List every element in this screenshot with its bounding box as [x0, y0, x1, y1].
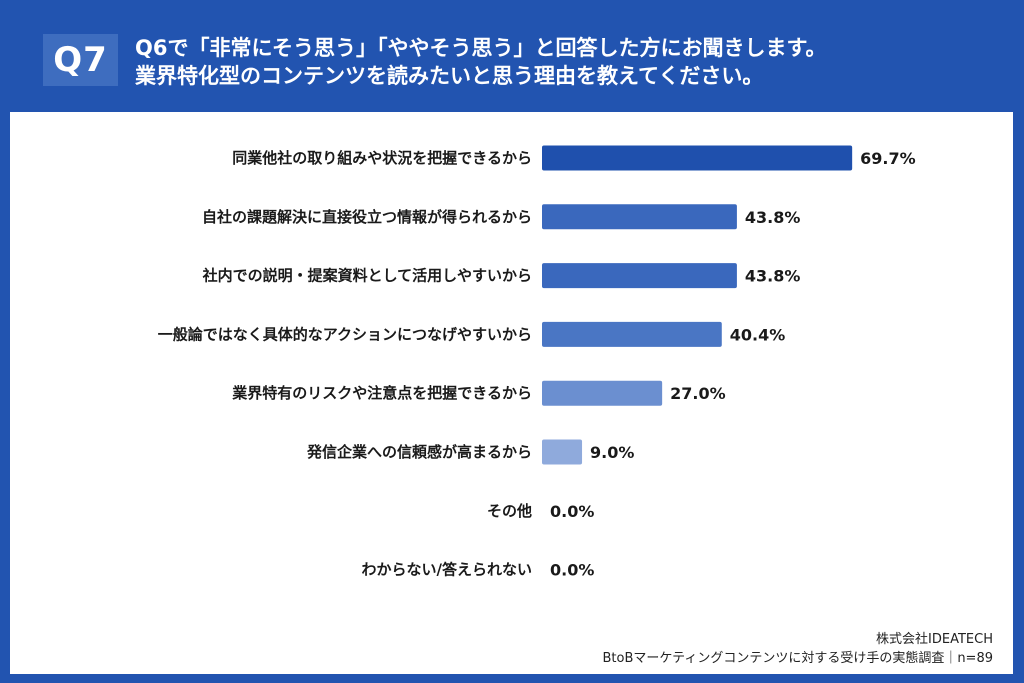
question-title-line1: Q6で「非常にそう思う」「ややそう思う」と回答した方にお聞きします。	[135, 36, 827, 60]
value-label: 9.0%	[590, 443, 634, 462]
bar	[542, 263, 737, 289]
bar-row: 発信企業への信頼感が高まるから 9.0%	[306, 439, 634, 465]
bar-row: 自社の課題解決に直接役立つ情報が得られるから 43.8%	[202, 204, 801, 230]
value-label: 69.7%	[860, 149, 916, 168]
chart-panel: 同業他社の取り組みや状況を把握できるから 69.7% 自社の課題解決に直接役立つ情報…	[10, 112, 1013, 674]
category-label: 社内での説明・提案資料として活用しやすいから	[202, 267, 532, 285]
bar	[542, 204, 737, 230]
bar-row: 一般論ではなく具体的なアクションにつなげやすいから 40.4%	[158, 321, 786, 347]
value-label: 43.8%	[745, 208, 801, 227]
category-label: 自社の課題解決に直接役立つ情報が得られるから	[202, 208, 532, 226]
company-name: 株式会社IDEATECH	[876, 632, 993, 647]
category-label: その他	[487, 502, 532, 520]
value-label: 27.0%	[670, 384, 726, 403]
category-label: わからない/答えられない	[362, 561, 532, 579]
bar-row: 同業他社の取り組みや状況を把握できるから 69.7%	[232, 145, 916, 171]
bar-row: 業界特有のリスクや注意点を把握できるから 27.0%	[231, 380, 726, 406]
category-label: 一般論ではなく具体的なアクションにつなげやすいから	[158, 325, 532, 343]
bar-chart: 同業他社の取り組みや状況を把握できるから 69.7% 自社の課題解決に直接役立つ情報…	[158, 145, 916, 580]
value-label: 0.0%	[550, 502, 594, 521]
value-label: 43.8%	[745, 267, 801, 286]
bar	[542, 380, 663, 406]
header: Q7 Q6で「非常にそう思う」「ややそう思う」と回答した方にお聞きします。 業界…	[0, 0, 1024, 112]
source-footer: 株式会社IDEATECH BtoBマーケティングコンテンツに対する受け手の実態調…	[602, 630, 993, 668]
survey-caption: BtoBマーケティングコンテンツに対する受け手の実態調査｜n=89	[602, 651, 993, 666]
bar-row: 社内での説明・提案資料として活用しやすいから 43.8%	[202, 263, 801, 289]
bar	[542, 439, 583, 465]
bar	[542, 145, 853, 171]
question-title: Q6で「非常にそう思う」「ややそう思う」と回答した方にお聞きします。 業界特化型…	[135, 34, 826, 90]
value-label: 40.4%	[730, 325, 786, 344]
bar	[542, 321, 722, 347]
question-badge: Q7	[43, 34, 118, 86]
category-label: 発信企業への信頼感が高まるから	[306, 443, 532, 461]
category-label: 同業他社の取り組みや状況を把握できるから	[232, 149, 532, 167]
category-label: 業界特有のリスクや注意点を把握できるから	[231, 384, 532, 402]
question-title-line2: 業界特化型のコンテンツを読みたいと思う理由を教えてください。	[135, 64, 764, 88]
bar-row: わからない/答えられない 0.0%	[362, 561, 595, 580]
value-label: 0.0%	[550, 561, 594, 580]
bar-row: その他 0.0%	[487, 502, 594, 521]
